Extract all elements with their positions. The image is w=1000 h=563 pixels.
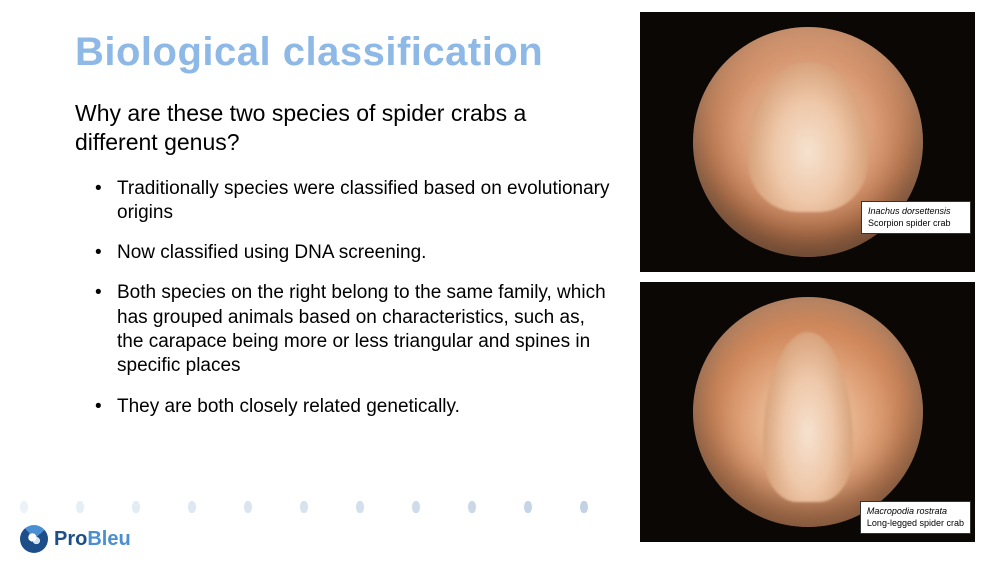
logo: ProBleu [20,525,131,553]
dot-icon [524,501,532,513]
dot-icon [20,501,28,513]
slide: Biological classification Why are these … [0,0,1000,563]
bullet-item: Traditionally species were classified ba… [95,177,610,226]
slide-subtitle: Why are these two species of spider crab… [75,99,610,157]
common-name: Scorpion spider crab [868,217,964,229]
slide-title: Biological classification [75,30,610,75]
logo-icon [20,525,48,553]
image-column: Inachus dorsettensis Scorpion spider cra… [640,0,1000,563]
bullet-list: Traditionally species were classified ba… [75,177,610,420]
dot-icon [244,501,252,513]
scientific-name: Inachus dorsettensis [868,205,964,217]
scientific-name: Macropodia rostrata [867,505,964,517]
content-column: Biological classification Why are these … [0,0,640,563]
dot-icon [132,501,140,513]
dot-icon [300,501,308,513]
specimen-image-top: Inachus dorsettensis Scorpion spider cra… [640,12,975,272]
decorative-dots [0,501,640,515]
specimen-label-top: Inachus dorsettensis Scorpion spider cra… [861,201,971,234]
dot-icon [412,501,420,513]
dot-icon [580,501,588,513]
logo-text: ProBleu [54,528,131,551]
bullet-item: Now classified using DNA screening. [95,241,610,265]
bullet-item: They are both closely related geneticall… [95,395,610,419]
logo-text-part2: Bleu [87,528,130,550]
dot-icon [76,501,84,513]
bullet-item: Both species on the right belong to the … [95,281,610,378]
dot-icon [188,501,196,513]
dot-icon [356,501,364,513]
specimen-photo-icon [693,297,923,527]
dot-icon [468,501,476,513]
specimen-label-bottom: Macropodia rostrata Long-legged spider c… [860,501,971,534]
common-name: Long-legged spider crab [867,517,964,529]
logo-text-part1: Pro [54,528,87,550]
specimen-image-bottom: Macropodia rostrata Long-legged spider c… [640,282,975,542]
